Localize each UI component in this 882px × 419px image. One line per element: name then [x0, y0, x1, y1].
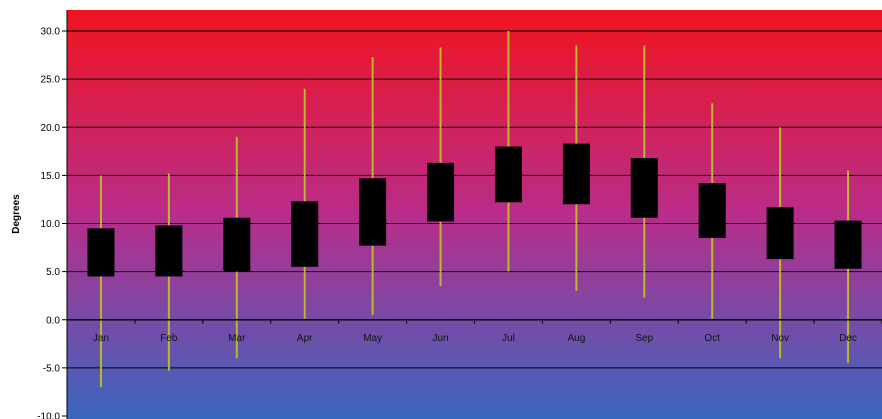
candles [87, 31, 862, 388]
y-tick-label: 5.0 [46, 267, 60, 278]
x-tick-label: Jul [502, 333, 515, 344]
candle-jun [427, 47, 455, 287]
y-tick-label: 20.0 [41, 123, 61, 134]
box [630, 158, 658, 218]
x-tick-label: Oct [704, 333, 720, 344]
candle-sep [630, 45, 658, 298]
box [562, 143, 590, 205]
y-tick-label: 30.0 [41, 27, 61, 38]
candle-may [359, 56, 387, 315]
x-axis: Jan Feb Mar Apr May Jun Jul Aug Sep Oct Nov Dec [66, 319, 882, 344]
candle-jul [494, 31, 522, 272]
x-tick-label: Apr [297, 333, 313, 344]
x-tick-label: Jan [93, 333, 109, 344]
candle-mar [223, 136, 251, 359]
plot-background [67, 10, 882, 419]
y-tick-label: 25.0 [41, 75, 61, 86]
y-tick-label: 10.0 [41, 219, 61, 230]
x-tick-label: May [363, 333, 382, 344]
x-tick-label: Sep [635, 333, 653, 344]
y-tick-label: 0.0 [46, 315, 60, 326]
candle-aug [562, 45, 590, 291]
box [155, 225, 183, 277]
candle-apr [291, 88, 319, 320]
y-tick-label: -5.0 [43, 363, 61, 374]
box [223, 217, 251, 272]
box [698, 183, 726, 238]
candle-feb [155, 173, 183, 371]
box [766, 207, 794, 260]
y-tick-label: -10.0 [37, 412, 60, 419]
x-tick-label: Aug [567, 333, 585, 344]
y-axis-title: Degrees [11, 194, 22, 234]
box [87, 228, 115, 277]
box [494, 146, 522, 203]
y-tick-label: 15.0 [41, 171, 61, 182]
candle-dec [834, 170, 862, 364]
box [359, 178, 387, 246]
candle-jan [87, 175, 115, 388]
x-tick-label: Jun [432, 333, 448, 344]
box [291, 201, 319, 267]
box [834, 220, 862, 269]
x-tick-label: Feb [160, 333, 178, 344]
x-tick-label: Nov [771, 333, 789, 344]
y-axis: 30.0 25.0 20.0 15.0 10.0 5.0 0.0 -5.0 -10.0 [37, 10, 68, 419]
candle-oct [698, 103, 726, 320]
x-tick-label: Mar [228, 333, 246, 344]
x-tick-label: Dec [839, 333, 857, 344]
box [427, 162, 455, 222]
